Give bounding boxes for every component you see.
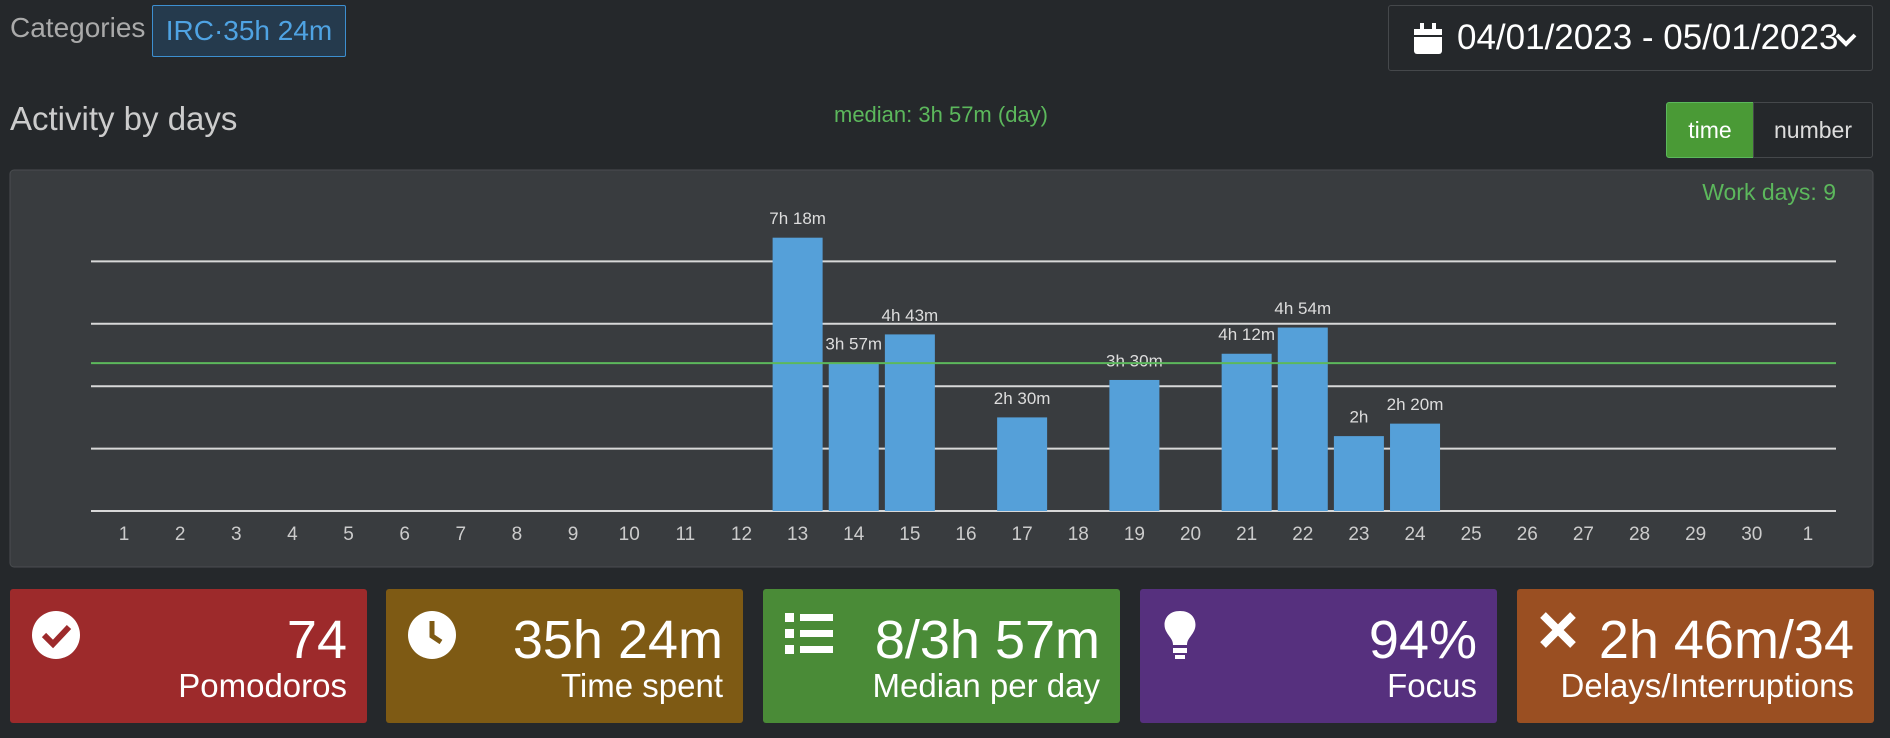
x-tick-label: 6 [399,524,410,545]
x-tick-label: 3 [231,524,242,545]
stat-card: 8/3h 57m Median per day [763,589,1120,723]
bar [1221,353,1272,511]
work-days: Work days: 9 [1702,179,1836,205]
x-tick-label: 2 [175,524,186,545]
x-tick-label: 4 [287,524,298,545]
x-tick-label: 26 [1517,524,1538,545]
x-tick-label: 5 [343,524,354,545]
x-tick-label: 8 [512,524,523,545]
bar [1390,423,1441,511]
x-tick-label: 25 [1461,524,1482,545]
card-label: Median per day [872,667,1100,704]
x-tick-label: 24 [1404,524,1426,545]
x-tick-label: 1 [1803,524,1814,545]
x-tick-label: 11 [675,524,695,545]
data-label: 4h 43m [882,306,939,325]
data-label: 2h 30m [994,389,1051,408]
x-tick-label: 29 [1685,524,1706,545]
data-label: 3h 30m [1106,351,1163,370]
x-tick-label: 30 [1741,524,1762,545]
x-tick-label: 16 [955,524,976,545]
bar [772,237,823,512]
x-tick-label: 9 [568,524,579,545]
x-tick-label: 22 [1292,524,1313,545]
x-tick-label: 15 [899,524,920,545]
category-tag[interactable]: IRC·35h 24m [152,5,346,57]
data-label: 2h 20m [1387,395,1444,414]
data-label: 3h 57m [825,335,882,354]
date-range: 04/01/2023 - 05/01/2023 [1457,18,1839,57]
stat-card: 35h 24m Time spent [386,589,743,723]
data-label: 7h 18m [769,209,826,228]
card-value: 8/3h 57m [874,610,1100,670]
x-tick-label: 13 [787,524,808,545]
stat-card: 74 Pomodoros [10,589,367,723]
card-icon [1540,612,1576,648]
number-toggle[interactable]: number [1753,102,1873,158]
bar [997,417,1048,511]
bar [1333,436,1384,511]
card-value: 2h 46m/34 [1598,610,1854,670]
date-dropdown[interactable]: 04/01/2023 - 05/01/2023 [1388,5,1873,71]
x-tick-label: 18 [1068,524,1089,545]
categories-label: Categories [10,12,146,43]
data-label: 4h 12m [1218,325,1275,344]
card-icon [32,611,80,659]
x-tick-label: 12 [731,524,752,545]
card-label: Delays/Interruptions [1560,667,1854,704]
card-label: Focus [1387,667,1477,704]
x-tick-label: 23 [1348,524,1369,545]
card-label: Pomodoros [178,667,347,704]
bar [1277,327,1328,511]
calendar-icon [1414,23,1442,54]
card-value: 35h 24m [512,610,723,670]
x-tick-label: 19 [1124,524,1145,545]
x-tick-label: 28 [1629,524,1650,545]
chart-panel [9,169,1874,568]
x-tick-label: 1 [119,524,130,545]
x-tick-label: 21 [1236,524,1257,545]
card-label: Time spent [560,667,723,704]
bar [1109,379,1160,511]
x-tick-label: 14 [843,524,865,545]
x-tick-label: 10 [619,524,640,545]
stat-card: 94% Focus [1140,589,1497,723]
card-icon [408,611,456,659]
bar [828,363,879,511]
data-label: 4h 54m [1274,299,1331,318]
median-label: median: 3h 57m (day) [834,102,1048,127]
card-value: 94% [1368,610,1477,670]
x-tick-label: 7 [456,524,467,545]
bar [884,334,935,511]
card-value: 74 [286,610,347,670]
heading: Activity by days [10,100,238,137]
card-icon [785,613,833,654]
chevron-icon [1835,33,1857,47]
data-label: 2h [1349,408,1368,427]
card-icon [1164,611,1196,659]
x-tick-label: 27 [1573,524,1594,545]
stat-card: 2h 46m/34 Delays/Interruptions [1517,589,1874,723]
time-toggle[interactable]: time [1666,102,1754,158]
x-tick-label: 20 [1180,524,1201,545]
x-tick-label: 17 [1012,524,1033,545]
